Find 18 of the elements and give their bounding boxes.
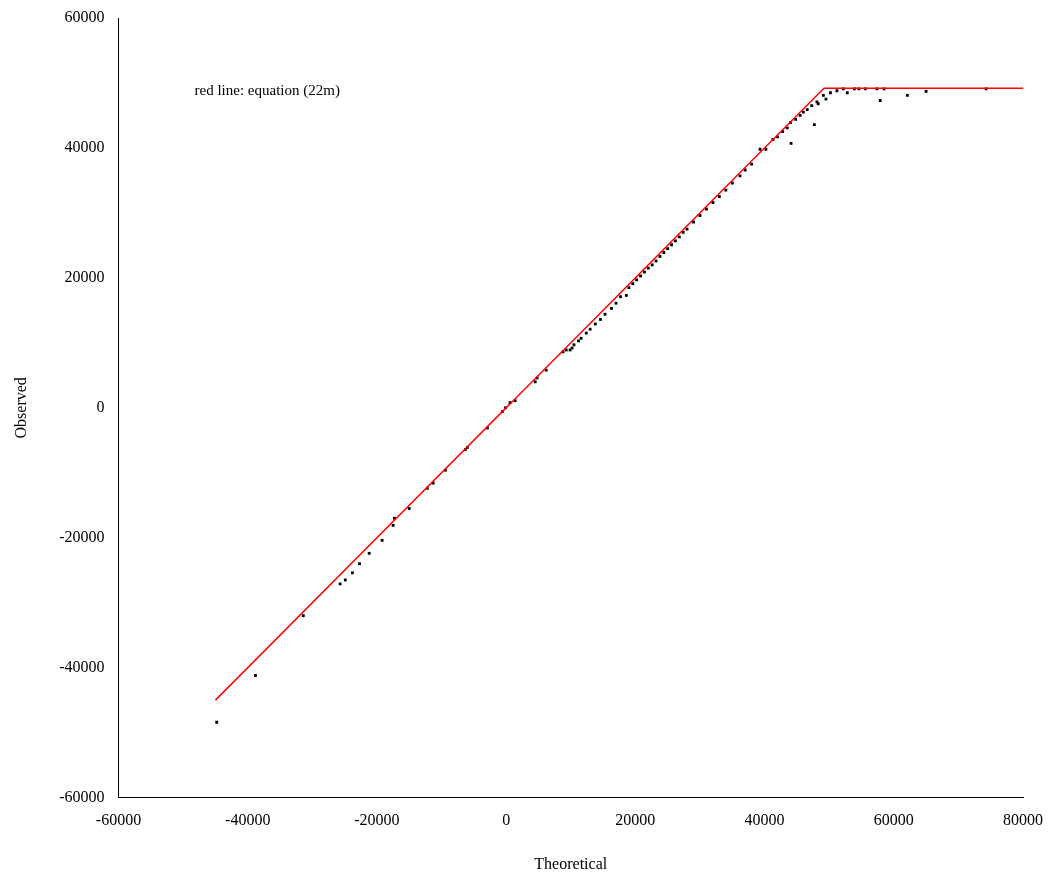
x-tick-label: 60000 — [873, 811, 914, 829]
y-tick-label: -20000 — [59, 527, 105, 545]
x-axis-title: Theoretical — [534, 854, 608, 872]
y-tick-label: 20000 — [64, 268, 105, 286]
y-tick-label: 0 — [96, 398, 105, 415]
y-axis-title: Observed — [11, 377, 29, 439]
x-tick-label: -20000 — [354, 811, 400, 829]
x-tick-label: 0 — [502, 811, 511, 829]
y-tick-label: 40000 — [64, 138, 105, 156]
x-tick-label: 40000 — [744, 811, 785, 829]
y-tick-label: -40000 — [59, 657, 105, 675]
y-tick-label: -60000 — [59, 787, 105, 805]
x-tick-label: 80000 — [1003, 811, 1043, 829]
x-tick-label: -60000 — [95, 811, 142, 829]
x-tick-label: -40000 — [225, 811, 271, 829]
y-tick-label: 60000 — [64, 8, 105, 26]
x-tick-label: 20000 — [615, 811, 656, 829]
annotation: red line: equation (22m) — [194, 81, 340, 99]
